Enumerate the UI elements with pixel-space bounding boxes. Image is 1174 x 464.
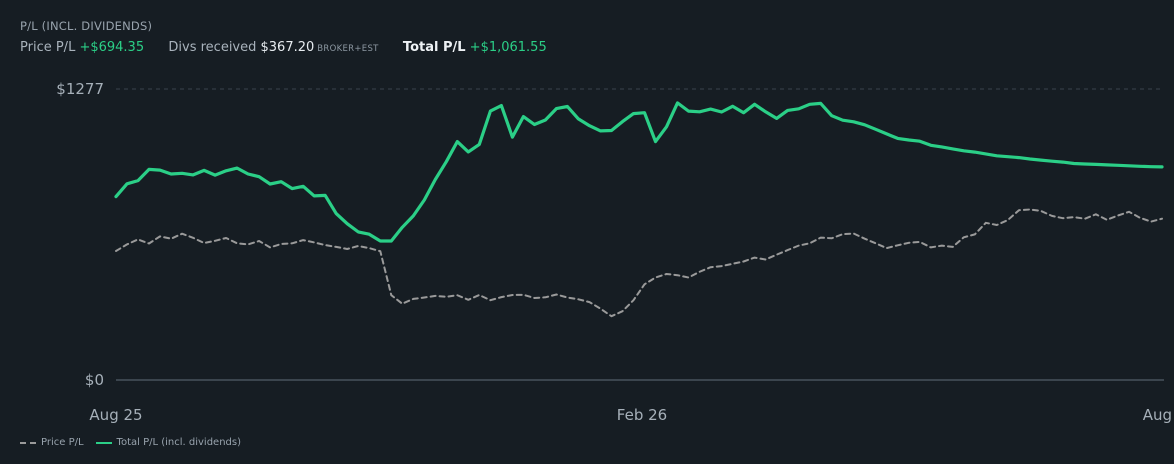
legend-label-price: Price P/L [41,437,84,448]
total-pl-label: Total P/L [402,40,466,55]
solid-line-icon [95,441,112,444]
divs-source-badge: BROKER+EST [317,44,379,54]
legend-label-total: Total P/L (incl. dividends) [116,437,241,448]
price-pl-value: +$694.35 [79,40,145,55]
x-tick-label-1: Feb 26 [617,406,667,424]
chart-legend: Price P/L Total P/L (incl. dividends) [20,437,253,448]
pl-summary: Price P/L +$694.35 Divs received $367.20… [20,40,547,55]
dashed-line-icon [20,441,36,444]
series-line-price-pl [115,208,1163,318]
chart-title: P/L (INCL. DIVIDENDS) [20,19,153,33]
price-pl-label: Price P/L [20,40,76,55]
legend-item-total[interactable]: Total P/L (incl. dividends) [95,437,241,448]
y-tick-label-1: $0 [85,371,104,389]
total-pl-value: +$1,061.55 [469,40,547,55]
x-tick-label-2: Aug [1143,406,1172,424]
divs-received-label: Divs received [168,40,257,55]
divs-received-value: $367.20 [260,40,315,55]
y-tick-label-0: $1277 [56,80,104,98]
x-tick-label-0: Aug 25 [89,406,142,424]
series-line-total-pl [114,101,1164,243]
legend-item-price[interactable]: Price P/L [20,437,84,448]
